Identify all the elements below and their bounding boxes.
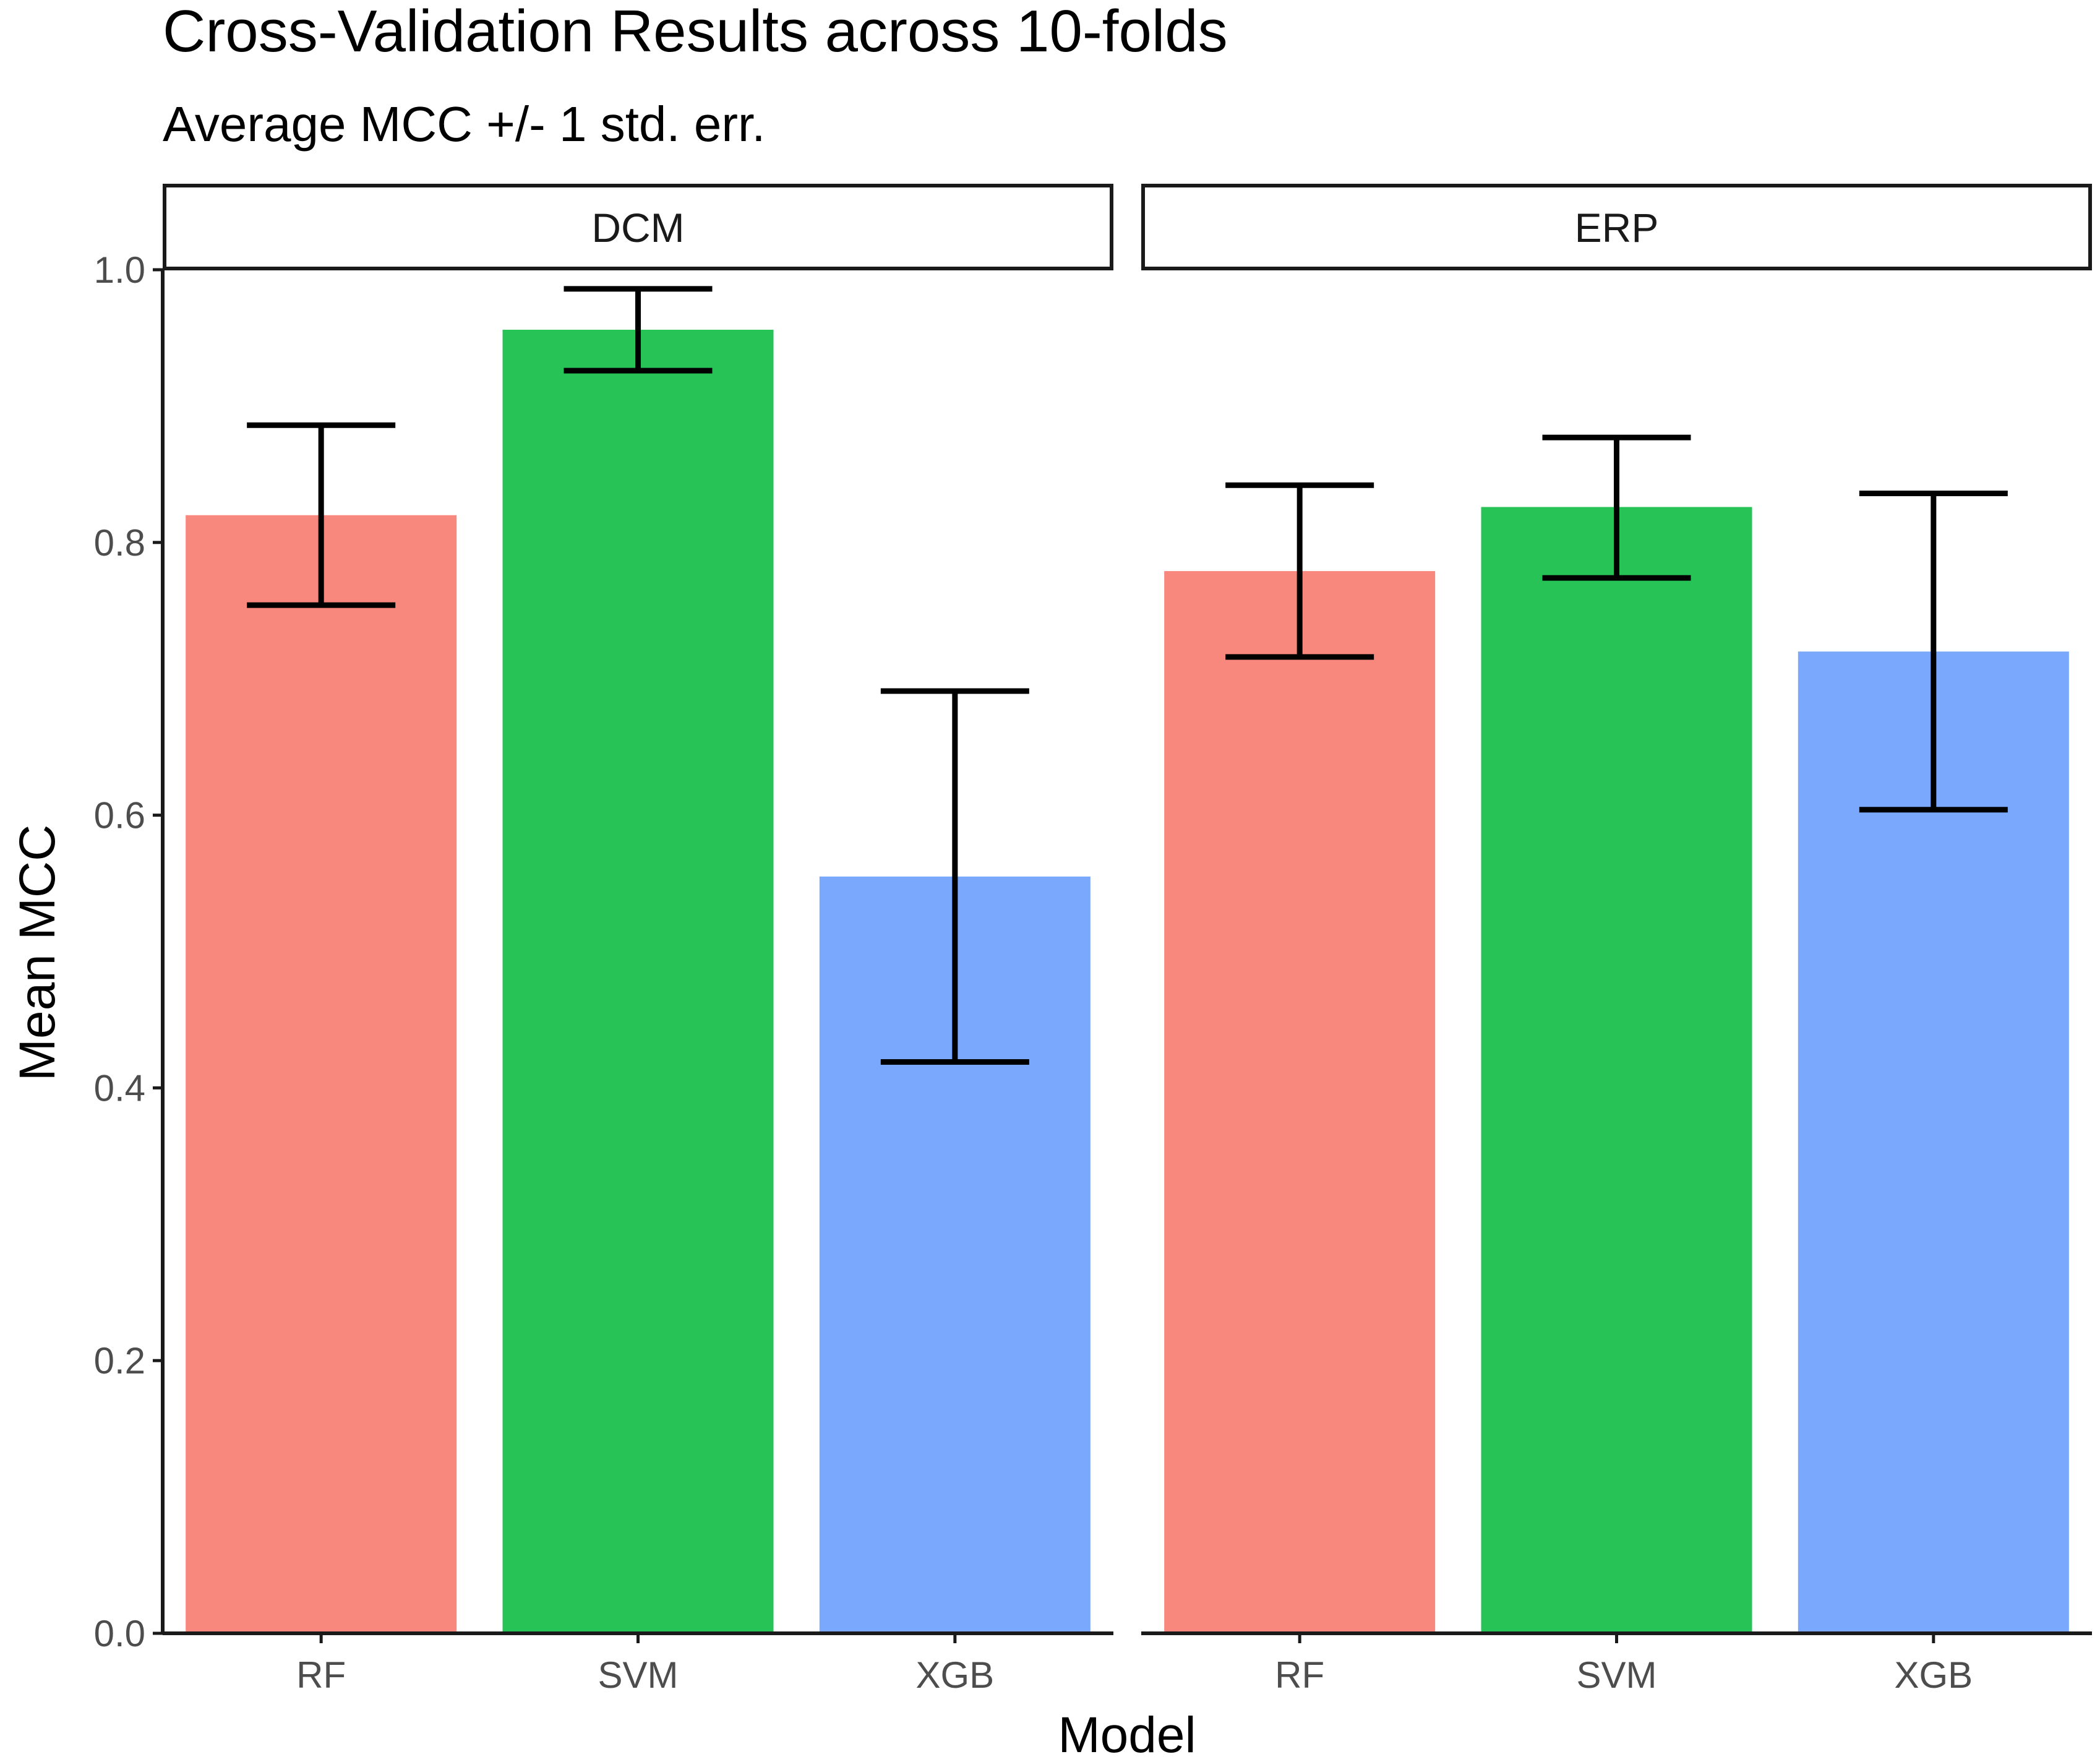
error-bar-erp-svm bbox=[1542, 434, 1691, 581]
y-axis-title: Mean MCC bbox=[9, 825, 66, 1081]
x-tick-label-erp-xgb: XGB bbox=[1894, 1654, 1973, 1696]
chart-subtitle: Average MCC +/- 1 std. err. bbox=[163, 97, 765, 152]
y-tick-label-0.2: 0.2 bbox=[94, 1340, 145, 1382]
y-tick-label-1.0: 1.0 bbox=[94, 249, 145, 291]
bar-erp-rf bbox=[1164, 571, 1436, 1633]
x-tick-label-erp-rf: RF bbox=[1275, 1654, 1324, 1696]
bar-erp-xgb bbox=[1798, 651, 2069, 1633]
x-tick-label-erp-svm: SVM bbox=[1576, 1654, 1656, 1696]
error-bar-dcm-rf bbox=[247, 422, 396, 608]
x-tick-label-dcm-rf: RF bbox=[296, 1654, 346, 1696]
y-tick-label-0.0: 0.0 bbox=[94, 1613, 145, 1654]
y-tick-label-0.4: 0.4 bbox=[94, 1067, 145, 1109]
y-tick-label-0.8: 0.8 bbox=[94, 522, 145, 564]
plot-area: DCM RF SVM XGB 0.0 0.2 0.4 0.6 0.8 1.0 ERP RF SVM XGB bbox=[94, 184, 2092, 1696]
error-bar-erp-rf bbox=[1225, 482, 1374, 660]
error-bar-dcm-svm bbox=[564, 286, 713, 374]
chart-title: Cross-Validation Results across 10-folds bbox=[163, 0, 1228, 64]
facet-label-erp: ERP bbox=[1575, 205, 1659, 251]
error-bar-dcm-xgb bbox=[880, 688, 1029, 1065]
x-tick-label-dcm-xgb: XGB bbox=[915, 1654, 994, 1696]
bar-dcm-svm bbox=[502, 329, 774, 1633]
y-tick-label-0.6: 0.6 bbox=[94, 795, 145, 836]
bar-erp-svm bbox=[1481, 507, 1752, 1633]
bar-dcm-rf bbox=[186, 515, 457, 1633]
x-axis-title: Model bbox=[1058, 1707, 1196, 1762]
x-tick-label-dcm-svm: SVM bbox=[598, 1654, 678, 1696]
facet-strip-erp bbox=[1141, 184, 2092, 270]
facet-label-dcm: DCM bbox=[591, 205, 684, 251]
error-bar-erp-xgb bbox=[1859, 490, 2008, 813]
facet-strip-dcm bbox=[163, 184, 1113, 270]
